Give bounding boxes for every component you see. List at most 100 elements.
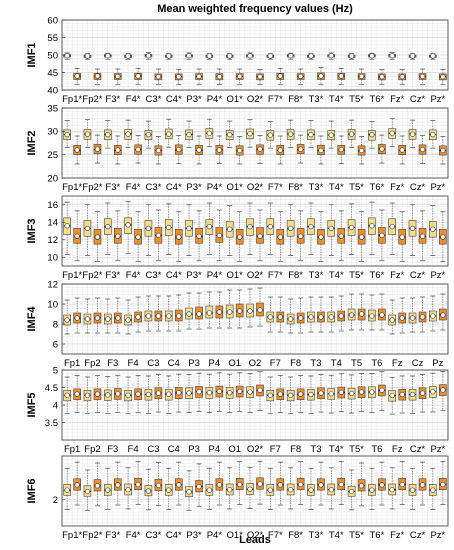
category-label: O2* [247, 444, 264, 455]
mean-marker [74, 482, 80, 488]
mean-marker [176, 74, 182, 80]
category-label: F3* [105, 530, 120, 541]
mean-marker [379, 312, 385, 318]
mean-marker [430, 132, 436, 138]
category-label: T6* [369, 182, 384, 193]
mean-marker [125, 487, 131, 493]
mean-marker [348, 312, 355, 318]
mean-marker [288, 487, 294, 493]
mean-marker [409, 391, 416, 398]
mean-marker [298, 146, 304, 152]
mean-marker [237, 308, 243, 314]
mean-marker [135, 481, 141, 488]
category-label: F8* [288, 94, 303, 105]
mean-marker [64, 487, 70, 493]
mean-marker [186, 225, 192, 231]
mean-marker [176, 146, 182, 153]
y-tick-label: 25 [47, 150, 58, 161]
mean-marker [318, 73, 324, 79]
mean-marker [247, 224, 253, 230]
mean-marker [216, 388, 222, 394]
mean-marker [237, 481, 243, 488]
mean-marker [84, 131, 91, 137]
category-label: P3 [188, 358, 200, 369]
y-axis-label: IMF6 [26, 478, 38, 503]
y-tick-label: 16 [47, 200, 58, 211]
plot-frame [61, 195, 449, 267]
mean-marker [298, 233, 304, 239]
mean-marker [409, 487, 416, 493]
mean-marker [74, 147, 80, 153]
mean-marker [440, 481, 446, 488]
category-label: P3* [186, 270, 202, 281]
category-label: Cz* [410, 94, 426, 105]
mean-marker [94, 73, 101, 79]
mean-marker [430, 487, 436, 493]
mean-marker [176, 313, 182, 319]
category-label: C4 [168, 444, 180, 455]
mean-marker [369, 132, 375, 138]
mean-marker [267, 132, 273, 138]
mean-marker [399, 74, 405, 80]
category-label: Fp1* [62, 94, 82, 105]
category-label: C3 [147, 358, 159, 369]
category-label: Fp1 [64, 444, 80, 455]
category-label: C4* [166, 270, 182, 281]
category-label: F4 [128, 444, 139, 455]
mean-marker [145, 391, 152, 398]
category-label: C4* [166, 94, 182, 105]
y-axis-label: IMF1 [26, 42, 38, 67]
y-tick-label: 45 [47, 68, 58, 79]
mean-marker [399, 147, 405, 153]
mean-marker [267, 392, 273, 398]
panel-5: 3.5 4 4.5 5 IMF5 Fp1 Fp2 F3 F4 C3 C4 P3 P4 O1 O2* F7 F8 T… [26, 365, 449, 455]
category-label: C3* [145, 530, 161, 541]
category-label: Cz* [410, 444, 426, 455]
mean-marker [288, 392, 294, 398]
category-label: F4 [128, 358, 139, 369]
mean-marker [84, 392, 91, 398]
y-tick-label: 30 [47, 127, 58, 138]
mean-marker [308, 487, 314, 493]
mean-marker [196, 389, 202, 395]
y-tick-label: 20 [47, 173, 58, 184]
mean-marker [247, 53, 253, 59]
category-label: F4* [126, 530, 141, 541]
category-label: Pz [432, 358, 443, 369]
category-label: F3 [107, 358, 118, 369]
plot-frame [61, 455, 449, 527]
mean-marker [328, 314, 334, 320]
mean-marker [64, 223, 70, 229]
mean-marker [298, 315, 304, 321]
y-tick-label: 4 [53, 400, 58, 411]
category-label: F3 [107, 444, 118, 455]
mean-marker [206, 224, 212, 230]
mean-marker [237, 234, 243, 240]
mean-marker [298, 391, 304, 397]
mean-marker [206, 390, 212, 396]
mean-marker [125, 317, 131, 323]
mean-marker [379, 74, 385, 80]
mean-marker [115, 482, 121, 488]
mean-marker [84, 316, 91, 322]
mean-marker [115, 147, 121, 153]
mean-marker [105, 53, 111, 59]
mean-marker [216, 147, 222, 153]
mean-marker [237, 147, 243, 154]
mean-marker [135, 234, 141, 240]
mean-marker [186, 132, 192, 138]
category-label: Cz* [410, 182, 426, 193]
category-label: T3* [309, 530, 324, 541]
mean-marker [105, 224, 111, 230]
mean-marker [369, 313, 375, 319]
mean-marker [155, 74, 162, 80]
panel-2: 20 25 30 35 IMF2 Fp1* Fp2* F3* F4* C3* C4* P3* P4* O1… [26, 103, 449, 193]
category-label: F7* [268, 94, 283, 105]
mean-marker [298, 73, 304, 79]
category-label: O2* [247, 530, 264, 541]
mean-marker [389, 224, 395, 230]
category-label: O1 [228, 444, 241, 455]
category-label: P4* [207, 94, 223, 105]
category-label: F4* [126, 182, 141, 193]
